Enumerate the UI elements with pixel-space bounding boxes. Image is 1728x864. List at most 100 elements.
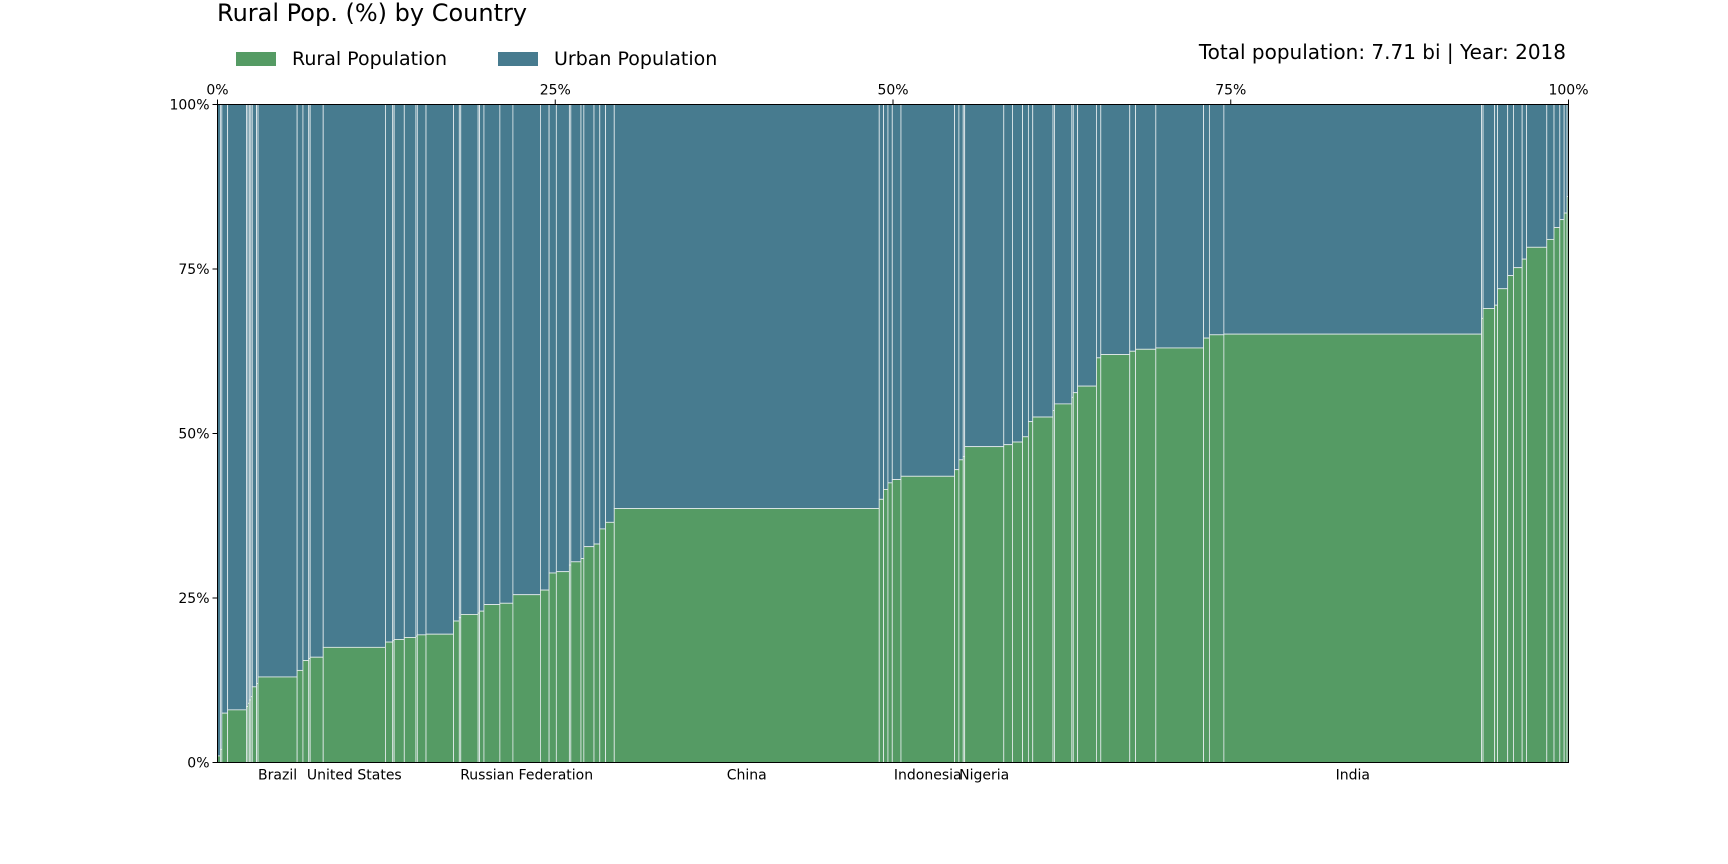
urban-segment [227,104,247,711]
country-bar [460,104,479,763]
rural-segment [599,528,606,763]
country-bar [1208,104,1225,763]
country-bar [227,104,247,763]
rural-segment [555,571,570,763]
urban-segment [1032,104,1054,418]
rural-segment [1521,258,1527,763]
rural-segment [1054,403,1073,763]
urban-segment [954,104,960,471]
rural-segment [1526,246,1548,763]
rural-segment [580,558,585,763]
urban-segment [1559,104,1565,221]
rural-segment [605,521,615,763]
rural-segment [1208,334,1225,763]
country-bar [221,104,229,763]
rural-segment [425,633,454,763]
bar-segments [217,104,1569,763]
urban-segment [964,104,1005,448]
y-tick-label: 100% [169,98,209,114]
country-bar [1513,104,1523,763]
country-bar [309,104,324,763]
country-bar [540,104,550,763]
urban-segment [393,104,405,640]
country-bar [1223,104,1483,763]
country-bar [580,104,585,763]
country-bar [453,104,460,763]
rural-segment [1223,333,1483,763]
rural-segment [964,446,1005,763]
country-label: Brazil [258,768,297,784]
country-bar [1032,104,1054,763]
urban-segment [1521,104,1527,260]
rural-segment [403,637,417,763]
country-bar [1096,104,1102,763]
rural-segment [1135,348,1157,763]
urban-segment [548,104,557,574]
rural-segment [453,620,460,763]
country-bar [954,104,960,763]
country-bar [883,104,889,763]
urban-segment [460,104,479,615]
country-bar [593,104,601,763]
urban-segment [1497,104,1509,290]
rural-segment [1027,421,1034,763]
country-bar [605,104,615,763]
country-label: United States [307,768,402,784]
urban-segment [1223,104,1483,335]
urban-segment [322,104,386,648]
urban-segment [887,104,893,484]
country-bar [1494,104,1498,763]
x-tick-label: 100% [1548,83,1588,99]
rural-segment [887,482,893,763]
urban-segment [403,104,417,638]
x-tick-label: 50% [877,83,908,99]
urban-segment [251,104,257,688]
rural-segment [613,508,880,763]
urban-segment [1003,104,1013,446]
y-axis: 0% 25% 50% 75% 100% [169,98,218,772]
chart-title: Rural Pop. (%) by Country [217,0,527,27]
country-bar [1203,104,1210,763]
rural-segment [548,572,557,763]
country-bar [1077,104,1097,763]
urban-segment [1482,104,1496,309]
urban-segment [1203,104,1210,339]
legend-swatch-rural [236,52,276,66]
country-bar [1027,104,1034,763]
rural-segment [322,646,386,763]
rural-segment [1203,337,1210,763]
urban-segment [570,104,582,563]
rural-segment [900,475,955,763]
urban-segment [891,104,902,480]
rural-segment [1497,288,1509,763]
country-label: China [727,768,767,784]
rural-segment [296,669,304,763]
urban-segment [1012,104,1023,443]
country-bar [900,104,955,763]
rural-segment [1072,392,1079,763]
country-bar [964,104,1005,763]
country-bar [1072,104,1079,763]
legend-label-urban: Urban Population [554,48,717,70]
rural-segment [1507,275,1514,763]
urban-segment [416,104,427,636]
rural-segment [1155,347,1204,763]
country-bar [499,104,514,763]
urban-segment [878,104,884,500]
y-tick-label: 75% [178,262,209,278]
country-label: Nigeria [959,768,1009,784]
rural-segment [1553,227,1561,763]
rural-segment [479,610,485,763]
country-bar [891,104,902,763]
country-bar [887,104,893,763]
country-bar [1482,104,1496,763]
rural-segment [460,614,479,763]
country-bar [479,104,485,763]
urban-segment [958,104,964,461]
rural-segment [1563,212,1568,763]
legend-swatch-urban [498,52,538,66]
rural-segment [302,660,310,763]
country-label: Russian Federation [460,768,593,784]
rural-segment [1546,238,1555,763]
urban-segment [296,104,304,671]
